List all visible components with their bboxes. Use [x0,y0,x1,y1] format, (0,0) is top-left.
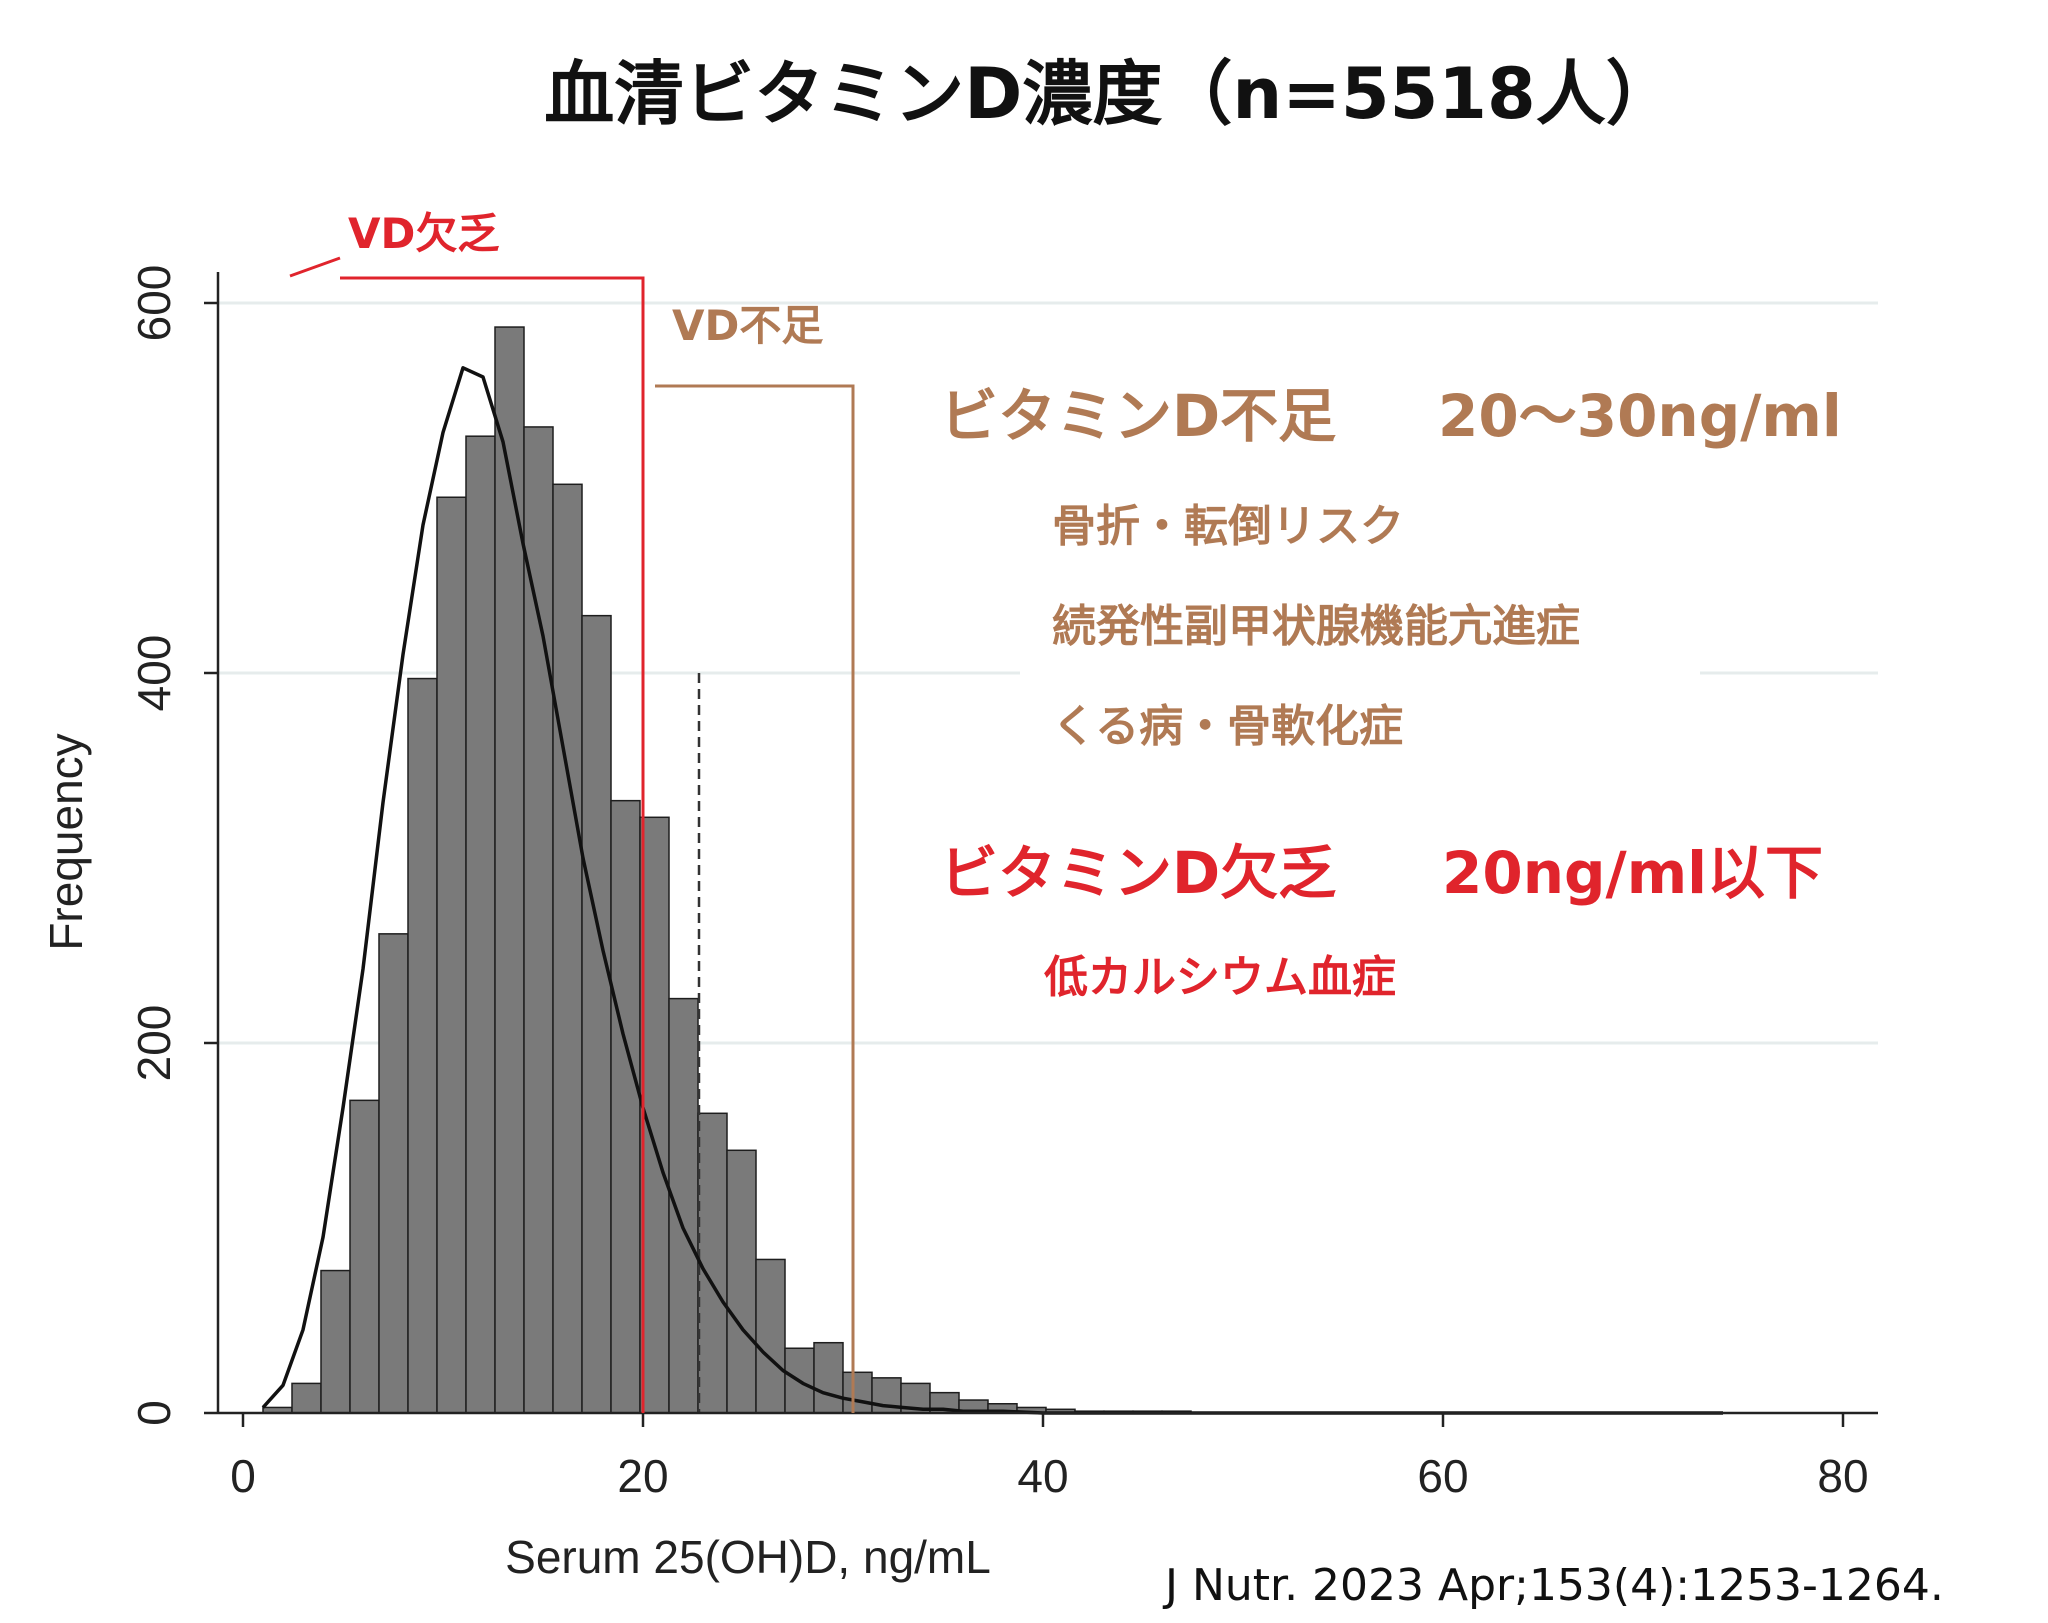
histogram-bar [697,1112,728,1414]
density-curve-line [261,366,1723,1415]
density-curve [261,366,1723,1415]
y-tick-label: 400 [128,635,180,712]
vd-deficiency-bracket-label: VD欠乏 [348,209,499,258]
deficiency-heading-right: 20ng/ml以下 [1442,839,1823,907]
y-tick-label: 200 [128,1005,180,1082]
x-tick-label: 0 [230,1450,256,1502]
axes: 0 20 40 60 80 0 200 400 600 [128,265,1878,1502]
annotation-backdrop [1020,370,1700,765]
y-tick-label: 0 [128,1400,180,1426]
chart-title: 血清ビタミンD濃度（n=5518人） [544,53,1675,135]
x-tick-label: 20 [617,1450,668,1502]
histogram-bar [349,1099,380,1414]
insufficiency-item-rickets: くる病・骨軟化症 [1052,701,1403,752]
histogram-bar [378,933,409,1414]
histogram-bar [291,1382,322,1414]
histogram-bar [523,426,554,1414]
insufficiency-item-hyperparathyroidism: 続発性副甲状腺機能亢進症 [1052,601,1580,652]
deficiency-heading-left: ビタミンD欠乏 [940,839,1336,907]
histogram-bar [726,1149,757,1414]
histogram-bars [262,326,1192,1414]
histogram-bar [436,496,467,1414]
y-tick-label: 600 [128,265,180,342]
x-axis-label: Serum 25(OH)D, ng/mL [505,1531,991,1583]
histogram-bar [465,435,496,1414]
histogram-bar [755,1258,786,1414]
x-tick-label: 80 [1817,1450,1868,1502]
range-brackets [289,256,855,1413]
histogram-bar [494,326,525,1414]
insufficiency-item-fracture: 骨折・転倒リスク [1052,501,1404,552]
histogram-bar [813,1341,844,1414]
vd-insufficiency-bracket-label: VD不足 [672,301,823,350]
insufficiency-heading-right: 20～30ng/ml [1438,382,1842,450]
histogram-bar [610,799,641,1414]
x-tick-label: 40 [1017,1450,1068,1502]
histogram-bar [552,483,583,1414]
vd-insufficiency-bracket [655,384,855,1413]
histogram-bar [842,1371,873,1414]
histogram-bar [320,1269,351,1414]
y-axis-label: Frequency [40,733,92,950]
histogram-bar [581,614,612,1414]
x-tick-label: 60 [1417,1450,1468,1502]
histogram-bar [407,677,438,1414]
deficiency-item-hypocalcemia: 低カルシウム血症 [1044,952,1396,1003]
vd-deficiency-bracket [289,256,645,1413]
insufficiency-heading-left: ビタミンD不足 [940,382,1336,450]
citation: J Nutr. 2023 Apr;153(4):1253-1264. [1162,1560,1944,1611]
